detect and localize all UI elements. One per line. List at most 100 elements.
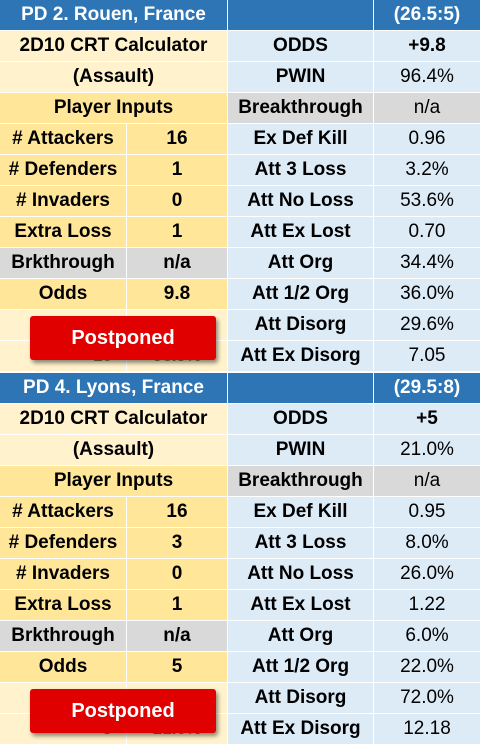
postponed-badge: Postponed [30,316,216,360]
calc-row-1: 2D10 CRT Calculator ODDS +5 [0,404,481,435]
panel-title-continued [228,0,374,31]
calculator-subtitle: (Assault) [0,435,228,466]
result-value: 1.22 [374,590,481,621]
player-inputs-heading: Player Inputs [0,93,228,124]
result-label: Ex Def Kill [228,124,374,155]
result-row: Odds 9.8 Att 1/2 Org 36.0% [0,279,481,310]
input-value[interactable]: 3 [127,528,228,559]
result-label: Att Org [228,621,374,652]
input-label: Brkthrough [0,248,127,279]
result-label: Att 1/2 Org [228,652,374,683]
panel-code: (26.5:5) [374,0,481,31]
breakthrough-value: n/a [374,466,481,497]
input-label: Extra Loss [0,590,127,621]
input-value[interactable]: 5 [127,652,228,683]
result-label: Att Ex Lost [228,217,374,248]
input-label: Odds [0,652,127,683]
result-row: Brkthrough n/a Att Org 6.0% [0,621,481,652]
odds-label: ODDS [228,404,374,435]
result-label: Att No Loss [228,559,374,590]
result-value: 53.6% [374,186,481,217]
result-value: 8.0% [374,528,481,559]
result-value: 3.2% [374,155,481,186]
result-label: Att Disorg [228,310,374,341]
panel-code: (29.5:8) [374,373,481,404]
calculator-title: 2D10 CRT Calculator [0,31,228,62]
result-label: Att 3 Loss [228,528,374,559]
calc-row-3: Player Inputs Breakthrough n/a [0,466,481,497]
result-label: Att Disorg [228,683,374,714]
result-label: Att No Loss [228,186,374,217]
pwin-label: PWIN [228,62,374,93]
pwin-label: PWIN [228,435,374,466]
result-value: 6.0% [374,621,481,652]
result-row: # Attackers 16 Ex Def Kill 0.95 [0,497,481,528]
calc-row-2: (Assault) PWIN 21.0% [0,435,481,466]
input-label: Brkthrough [0,621,127,652]
result-label: Ex Def Kill [228,497,374,528]
result-row: # Attackers 16 Ex Def Kill 0.96 [0,124,481,155]
result-label: Att Ex Disorg [228,714,374,745]
result-value: 36.0% [374,279,481,310]
odds-label: ODDS [228,31,374,62]
odds-value: +5 [374,404,481,435]
result-row: # Defenders 3 Att 3 Loss 8.0% [0,528,481,559]
input-value[interactable]: 0 [127,186,228,217]
result-row: Extra Loss 1 Att Ex Lost 0.70 [0,217,481,248]
result-value: 0.70 [374,217,481,248]
breakthrough-label: Breakthrough [228,466,374,497]
input-label: # Defenders [0,528,127,559]
input-value[interactable]: 1 [127,155,228,186]
input-value[interactable]: 16 [127,124,228,155]
calc-row-3: Player Inputs Breakthrough n/a [0,93,481,124]
pwin-value: 96.4% [374,62,481,93]
result-label: Att 3 Loss [228,155,374,186]
input-label: Extra Loss [0,217,127,248]
panel-header: PD 2. Rouen, France (26.5:5) [0,0,481,31]
panel-title: PD 4. Lyons, France [0,373,228,404]
result-row: # Invaders 0 Att No Loss 26.0% [0,559,481,590]
result-row: Extra Loss 1 Att Ex Lost 1.22 [0,590,481,621]
breakthrough-value: n/a [374,93,481,124]
input-label: Odds [0,279,127,310]
calc-row-1: 2D10 CRT Calculator ODDS +9.8 [0,31,481,62]
result-value: 26.0% [374,559,481,590]
result-value: 72.0% [374,683,481,714]
breakthrough-label: Breakthrough [228,93,374,124]
crt-panel: PD 4. Lyons, France (29.5:8) 2D10 CRT Calc… [0,373,481,746]
input-value[interactable]: 0 [127,559,228,590]
calculator-subtitle: (Assault) [0,62,228,93]
panel-title-continued [228,373,374,404]
input-value[interactable]: 1 [127,217,228,248]
calculator-title: 2D10 CRT Calculator [0,404,228,435]
input-label: # Invaders [0,186,127,217]
player-inputs-heading: Player Inputs [0,466,228,497]
input-value[interactable]: 9.8 [127,279,228,310]
result-label: Att Ex Disorg [228,341,374,372]
result-label: Att Org [228,248,374,279]
input-label: # Attackers [0,124,127,155]
result-row: Brkthrough n/a Att Org 34.4% [0,248,481,279]
postponed-badge: Postponed [30,689,216,733]
result-label: Att 1/2 Org [228,279,374,310]
input-value[interactable]: n/a [127,621,228,652]
odds-value: +9.8 [374,31,481,62]
input-label: # Invaders [0,559,127,590]
input-label: # Attackers [0,497,127,528]
input-value[interactable]: n/a [127,248,228,279]
result-value: 0.95 [374,497,481,528]
result-value: 0.96 [374,124,481,155]
result-row: # Defenders 1 Att 3 Loss 3.2% [0,155,481,186]
input-value[interactable]: 16 [127,497,228,528]
result-value: 12.18 [374,714,481,745]
input-value[interactable]: 1 [127,590,228,621]
result-value: 7.05 [374,341,481,372]
result-value: 34.4% [374,248,481,279]
result-value: 22.0% [374,652,481,683]
calc-row-2: (Assault) PWIN 96.4% [0,62,481,93]
panel-title: PD 2. Rouen, France [0,0,228,31]
result-row: # Invaders 0 Att No Loss 53.6% [0,186,481,217]
pwin-value: 21.0% [374,435,481,466]
crt-panel: PD 2. Rouen, France (26.5:5) 2D10 CRT Calc… [0,0,481,373]
